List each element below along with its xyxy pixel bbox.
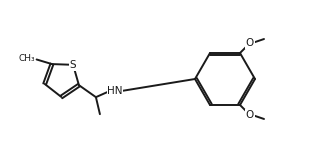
Text: O: O bbox=[246, 110, 254, 120]
Text: HN: HN bbox=[107, 86, 123, 96]
Text: O: O bbox=[246, 38, 254, 48]
Text: CH₃: CH₃ bbox=[19, 54, 36, 63]
Text: S: S bbox=[70, 60, 76, 70]
